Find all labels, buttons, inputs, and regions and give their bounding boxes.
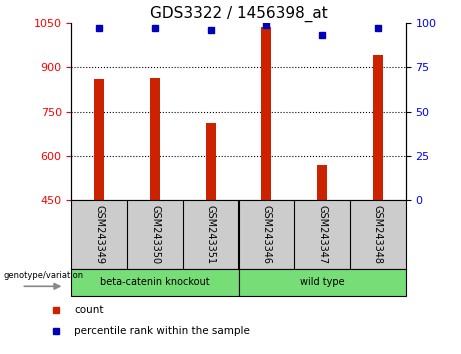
Bar bbox=[95, 79, 104, 200]
Text: count: count bbox=[74, 305, 104, 315]
FancyBboxPatch shape bbox=[239, 269, 406, 296]
Text: GSM243346: GSM243346 bbox=[261, 205, 272, 264]
Text: GSM243350: GSM243350 bbox=[150, 205, 160, 264]
Text: genotype/variation: genotype/variation bbox=[4, 271, 84, 280]
Text: GSM243351: GSM243351 bbox=[206, 205, 216, 264]
Text: beta-catenin knockout: beta-catenin knockout bbox=[100, 277, 210, 287]
Bar bbox=[261, 27, 272, 200]
Text: wild type: wild type bbox=[300, 277, 344, 287]
Text: GSM243348: GSM243348 bbox=[373, 205, 383, 264]
Text: percentile rank within the sample: percentile rank within the sample bbox=[74, 326, 250, 336]
Bar bbox=[150, 78, 160, 200]
Bar bbox=[317, 165, 327, 200]
Text: GSM243347: GSM243347 bbox=[317, 205, 327, 264]
FancyBboxPatch shape bbox=[71, 269, 239, 296]
Bar bbox=[373, 56, 383, 200]
Text: GSM243349: GSM243349 bbox=[95, 205, 104, 264]
Bar bbox=[206, 123, 216, 200]
Title: GDS3322 / 1456398_at: GDS3322 / 1456398_at bbox=[150, 5, 327, 22]
